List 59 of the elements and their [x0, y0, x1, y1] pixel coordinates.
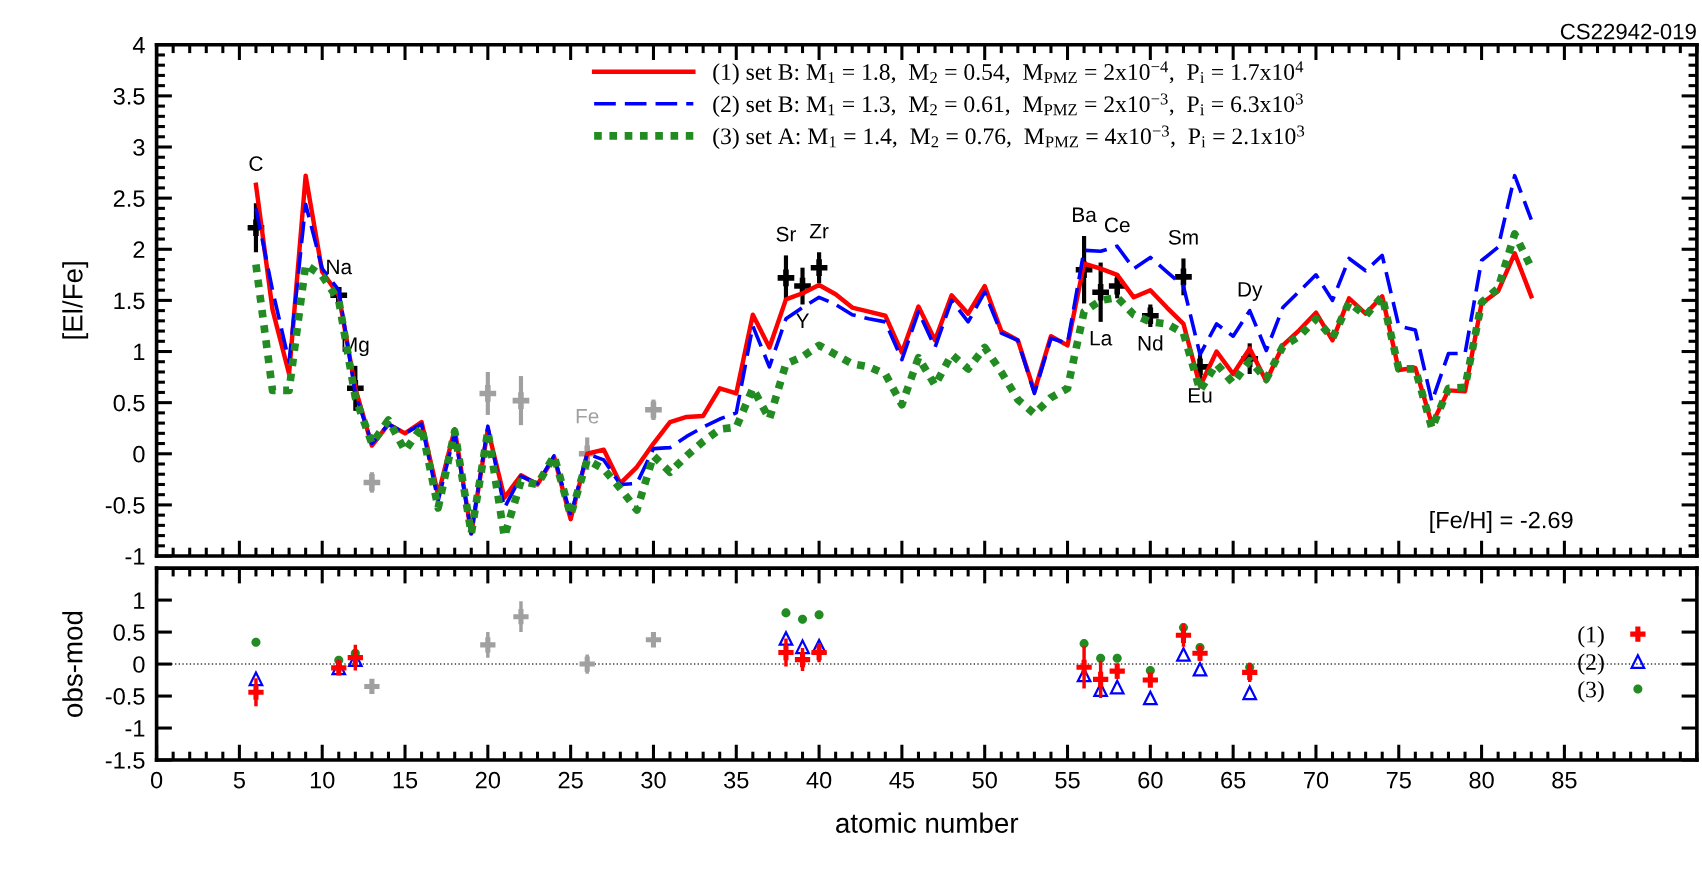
annotation: Y — [796, 313, 810, 328]
x-tick-label: 85 — [1552, 771, 1577, 789]
annotation: Ce — [1104, 217, 1130, 233]
y-tick-label: 0 — [133, 445, 145, 463]
x-tick-label: 55 — [1055, 772, 1080, 789]
x-tick-label: 80 — [1469, 771, 1494, 789]
annotation: Dy — [1238, 282, 1263, 301]
x-axis-title: atomic number — [836, 812, 1019, 833]
y-tick-label: 3.5 — [113, 87, 145, 105]
y-tick-label: 2.5 — [113, 190, 145, 207]
annotation: Ba — [1073, 207, 1097, 223]
x-tick-label: 65 — [1221, 771, 1246, 789]
annotation: Eu — [1188, 388, 1212, 403]
x-tick-label: 5 — [233, 772, 245, 789]
annotation: La — [1090, 330, 1113, 346]
x-tick-label: 70 — [1304, 771, 1329, 789]
x-tick-label: 10 — [310, 771, 335, 789]
text: (2) set B: M$_{1}$ = 1.3, M$_{2}$ = 0.61, M$_{PMZ}$ = 2x10$^{−3}$, P$_{i}$ = 6.3x10$^{3}$ — [713, 93, 1303, 117]
x-tick-label: 30 — [641, 771, 666, 789]
chart-title: CS22942-019 — [1560, 23, 1696, 40]
y-tick-label: 1 — [134, 592, 145, 609]
annotation: Sm — [1168, 229, 1198, 245]
x-tick-label: 20 — [475, 771, 501, 789]
y-tick-label: 4 — [132, 37, 145, 54]
x-tick-label: 75 — [1386, 772, 1411, 789]
annotation: C — [249, 156, 263, 171]
y-tick-label: 0 — [133, 656, 145, 673]
x-tick-label: 0 — [150, 771, 163, 789]
x-tick-label: 50 — [972, 771, 997, 789]
legend-label: (3) — [1578, 680, 1604, 703]
x-tick-label: 60 — [1138, 771, 1163, 789]
annotation: Zr — [809, 223, 829, 239]
y-tick-label: -0.5 — [105, 688, 145, 705]
y-tick-label: 0.5 — [113, 624, 145, 641]
x-tick-label: 35 — [724, 771, 749, 789]
y-tick-label: 0.5 — [113, 394, 145, 412]
x-tick-label: 45 — [889, 772, 915, 789]
y-tick-label: -0.5 — [105, 496, 145, 514]
x-tick-label: 25 — [558, 771, 583, 789]
y-tick-label: 3 — [133, 139, 145, 156]
x-tick-label: 40 — [806, 771, 832, 789]
annotation: Nd — [1138, 335, 1163, 351]
y-axis-title: [El/Fe] — [62, 262, 89, 339]
y-tick-label: -1.5 — [105, 752, 145, 769]
text: (1) set B: M$_{1}$ = 1.8, M$_{2}$ = 0.54, M$_{PMZ}$ = 2x10$^{−4}$, P$_{i}$ = 1.7x10$^{4}$ — [713, 61, 1304, 85]
y-tick-label: -1 — [125, 720, 145, 737]
y-tick-label: 1 — [134, 343, 145, 361]
annotation: Fe — [576, 409, 599, 424]
y-tick-label: 1.5 — [114, 292, 145, 310]
y-tick-label: 2 — [133, 241, 145, 258]
y-axis-title: obs-mod — [62, 611, 83, 717]
annotation: Na — [327, 259, 353, 275]
legend-label: (1) — [1578, 625, 1604, 648]
annotation: [Fe/H] = -2.69 — [1430, 511, 1573, 534]
text: (3) set A: M$_{1}$ = 1.4, M$_{2}$ = 0.76, M$_{PMZ}$ = 4x10$^{−3}$, P$_{i}$ = 2.1x10$^{3}$ — [713, 125, 1305, 150]
legend-label: (2) — [1578, 653, 1604, 675]
y-tick-label: -1 — [125, 548, 145, 565]
x-tick-label: 15 — [393, 772, 418, 789]
annotation: Sr — [776, 226, 797, 242]
